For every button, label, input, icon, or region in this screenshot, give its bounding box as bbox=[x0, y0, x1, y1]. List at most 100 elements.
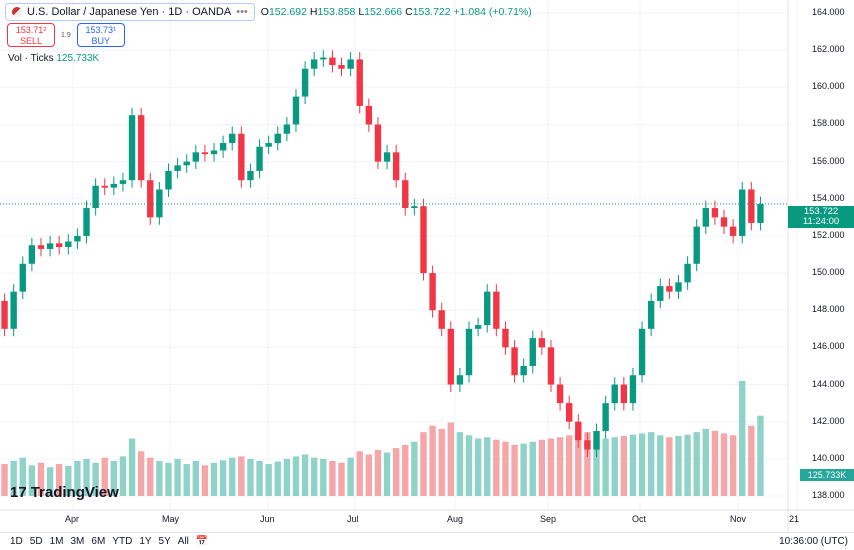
candle-body bbox=[566, 403, 573, 422]
range-3m[interactable]: 3M bbox=[70, 536, 85, 547]
candle-body bbox=[556, 384, 564, 404]
candle-body bbox=[666, 286, 673, 292]
candle-body bbox=[238, 133, 245, 181]
x-tick-label: Apr bbox=[65, 514, 80, 524]
volume-bar bbox=[165, 462, 172, 496]
range-5y[interactable]: 5Y bbox=[158, 536, 171, 547]
volume-bar bbox=[347, 457, 354, 496]
x-tick-label: May bbox=[162, 514, 180, 524]
y-tick-label: 154.000 bbox=[812, 192, 845, 203]
candle-body bbox=[465, 328, 473, 376]
volume-bar bbox=[411, 441, 418, 496]
candle-body bbox=[429, 273, 436, 311]
volume-bar bbox=[675, 435, 682, 496]
candle-body bbox=[256, 146, 263, 171]
y-tick-label: 142.000 bbox=[812, 415, 845, 426]
volume-bar bbox=[283, 458, 291, 496]
candle-body bbox=[392, 152, 400, 181]
y-tick-label: 138.000 bbox=[812, 490, 845, 500]
y-tick-label: 146.000 bbox=[812, 341, 845, 352]
volume-legend: Vol · Ticks 125.733K bbox=[8, 53, 100, 64]
candle-body bbox=[83, 208, 90, 236]
candle-body bbox=[347, 59, 354, 69]
candle-body bbox=[283, 124, 291, 134]
candle-body bbox=[46, 243, 54, 249]
volume-bar bbox=[10, 460, 17, 496]
volume-bar bbox=[74, 460, 81, 496]
candle-body bbox=[647, 300, 655, 329]
candle-body bbox=[156, 189, 163, 218]
candle-body bbox=[511, 347, 518, 376]
volume-bar bbox=[110, 460, 118, 496]
usd-jpy-flag-icon bbox=[12, 7, 22, 17]
date-range-icon[interactable]: 📅 bbox=[195, 536, 209, 547]
candle-body bbox=[101, 185, 108, 188]
candle-body bbox=[657, 286, 664, 301]
range-6m[interactable]: 6M bbox=[91, 536, 106, 547]
volume-bar bbox=[474, 438, 482, 496]
volume-bar bbox=[192, 460, 199, 496]
candle-body bbox=[165, 170, 172, 190]
candle-body bbox=[65, 241, 72, 248]
candle-body bbox=[37, 245, 45, 249]
volume-bar bbox=[420, 432, 427, 496]
candle-body bbox=[74, 235, 81, 242]
candle-body bbox=[447, 328, 454, 385]
volume-bar bbox=[383, 452, 391, 496]
candle-body bbox=[739, 189, 746, 236]
volume-bar bbox=[702, 428, 709, 496]
candle-body bbox=[192, 152, 199, 162]
range-1d[interactable]: 1D bbox=[10, 536, 23, 547]
spread: 1.9 bbox=[61, 31, 71, 39]
y-tick-label: 156.000 bbox=[812, 155, 845, 166]
x-tick-label: Oct bbox=[632, 514, 647, 524]
candle-body bbox=[137, 115, 145, 181]
timezone-clock[interactable]: 10:36:00 (UTC) bbox=[779, 536, 848, 547]
range-ytd[interactable]: YTD bbox=[112, 536, 133, 547]
last-volume-label: 125.733K bbox=[800, 469, 854, 481]
candle-body bbox=[119, 180, 127, 184]
y-tick-label: 140.000 bbox=[812, 452, 845, 463]
x-tick-label: Aug bbox=[447, 514, 464, 524]
volume-bar bbox=[511, 444, 518, 496]
candle-body bbox=[320, 57, 327, 60]
x-tick-label: 21 bbox=[789, 514, 800, 524]
more-icon[interactable]: ••• bbox=[236, 6, 248, 18]
volume-bar bbox=[711, 430, 719, 496]
volume-bar bbox=[147, 457, 154, 496]
candle-body bbox=[602, 403, 609, 431]
candle-body bbox=[402, 180, 409, 209]
volume-bar bbox=[438, 428, 445, 496]
volume-bar bbox=[65, 465, 72, 496]
price-chart[interactable] bbox=[0, 0, 854, 532]
candle-body bbox=[210, 150, 218, 155]
volume-bar bbox=[629, 434, 637, 496]
buy-button[interactable]: 153.73¹ BUY bbox=[76, 23, 125, 47]
candle-body bbox=[356, 59, 363, 106]
tradingview-logo: 17 TradingView bbox=[10, 484, 119, 501]
volume-bar bbox=[584, 432, 591, 496]
range-5d[interactable]: 5D bbox=[29, 536, 43, 547]
volume-bar bbox=[229, 457, 236, 496]
symbol-button[interactable]: U.S. Dollar / Japanese Yen · 1D · OANDA … bbox=[5, 3, 255, 21]
y-tick-label: 148.000 bbox=[812, 304, 845, 315]
candle-body bbox=[438, 310, 445, 329]
volume-bar bbox=[37, 462, 45, 496]
volume-bar bbox=[666, 437, 673, 496]
trade-panel: 153.71² SELL 1.9 153.73¹ BUY bbox=[7, 23, 125, 47]
y-tick-label: 144.000 bbox=[812, 378, 845, 389]
candle-body bbox=[575, 421, 582, 441]
y-tick-label: 150.000 bbox=[812, 267, 845, 278]
range-all[interactable]: All bbox=[177, 536, 189, 547]
range-1m[interactable]: 1M bbox=[49, 536, 64, 547]
volume-bar bbox=[465, 435, 473, 496]
candle-body bbox=[329, 57, 336, 66]
range-1y[interactable]: 1Y bbox=[139, 536, 152, 547]
volume-bar bbox=[729, 435, 737, 496]
volume-bar bbox=[238, 456, 245, 496]
candle-body bbox=[684, 263, 691, 283]
volume-bar bbox=[693, 432, 700, 496]
candle-body bbox=[729, 226, 737, 236]
y-tick-label: 162.000 bbox=[812, 44, 845, 55]
sell-button[interactable]: 153.71² SELL bbox=[7, 23, 55, 47]
